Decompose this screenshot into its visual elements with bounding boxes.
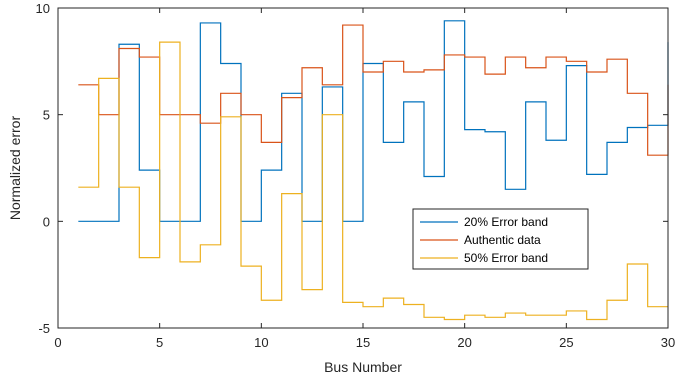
legend-box [412, 208, 589, 270]
legend-label-0: 20% Error band [464, 215, 548, 229]
y-tick-label-1: 0 [43, 214, 50, 229]
legend-label-2: 50% Error band [464, 251, 548, 265]
series-layer [78, 20, 669, 321]
ticks-layer: 0 5 10 15 20 25 30 -5 0 5 10 [36, 1, 676, 350]
legend-label-1: Authentic data [464, 233, 541, 247]
x-axis-title: Bus Number [324, 359, 402, 375]
x-tick-label-1: 5 [156, 335, 163, 350]
series-line-1 [78, 24, 669, 156]
legend: 20% Error band Authentic data 50% Error … [412, 208, 589, 270]
y-tick-label-0: -5 [38, 321, 50, 336]
y-tick-label-2: 5 [43, 108, 50, 123]
y-axis-title: Normalized error [7, 116, 23, 221]
x-tick-label-6: 30 [661, 335, 675, 350]
y-tick-label-3: 10 [36, 1, 50, 16]
series-line-2 [78, 41, 668, 321]
x-tick-label-4: 20 [457, 335, 471, 350]
x-tick-label-5: 25 [559, 335, 573, 350]
x-tick-label-0: 0 [54, 335, 61, 350]
series-line-0 [78, 20, 669, 222]
x-tick-label-2: 10 [254, 335, 268, 350]
x-tick-label-3: 15 [356, 335, 370, 350]
